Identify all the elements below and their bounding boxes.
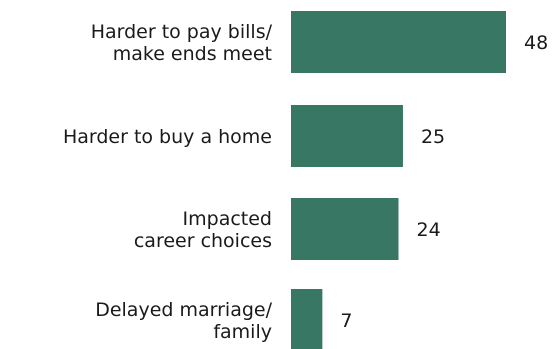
value-label-2: 24 xyxy=(417,219,441,241)
category-label-line: Impacted xyxy=(183,208,272,230)
bar-1 xyxy=(291,105,403,167)
category-label-line: Harder to pay bills/ xyxy=(91,21,273,43)
category-label-line: make ends meet xyxy=(113,43,272,65)
bar-0 xyxy=(291,11,506,73)
category-label-2: Impacted career choices xyxy=(134,208,272,252)
category-label-line: career choices xyxy=(134,230,272,252)
category-label-1: Harder to buy a home xyxy=(63,126,272,148)
value-label-3: 7 xyxy=(340,310,352,332)
category-label-3: Delayed marriage/family xyxy=(95,299,272,343)
value-label-1: 25 xyxy=(421,126,445,148)
category-label-line: family xyxy=(213,321,272,343)
category-label-line: Delayed marriage/ xyxy=(95,299,272,321)
bar-2 xyxy=(291,198,399,260)
category-label-line: Harder to buy a home xyxy=(63,126,272,148)
value-label-0: 48 xyxy=(524,32,548,54)
category-label-0: Harder to pay bills/make ends meet xyxy=(91,21,273,65)
bar-3 xyxy=(291,289,323,349)
